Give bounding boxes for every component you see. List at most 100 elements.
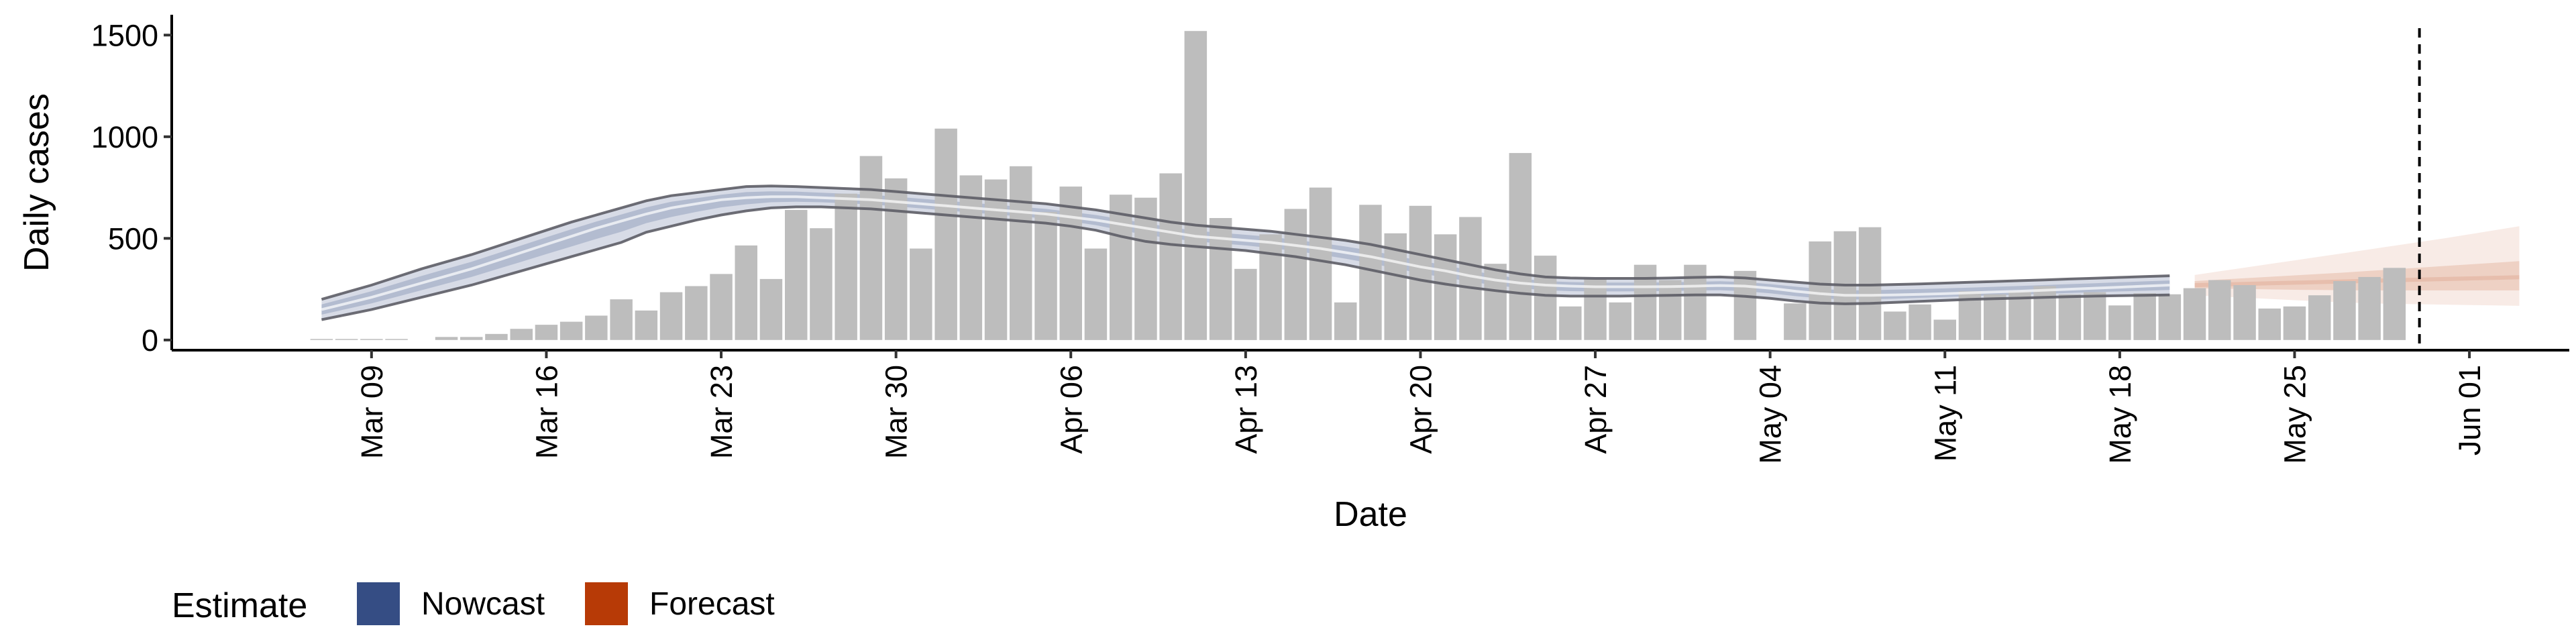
bar bbox=[360, 339, 383, 340]
x-tick-label: Mar 23 bbox=[704, 365, 739, 459]
forecast-bands bbox=[2194, 226, 2520, 306]
bar bbox=[435, 337, 458, 340]
bar bbox=[1534, 256, 1557, 340]
bar bbox=[1434, 234, 1457, 340]
nowcast-lower-line bbox=[321, 205, 2170, 321]
bar bbox=[1334, 302, 1357, 340]
x-tick-label: Mar 09 bbox=[355, 365, 389, 459]
bar bbox=[385, 339, 408, 340]
bar bbox=[1034, 211, 1057, 340]
x-tick-label: May 04 bbox=[1754, 365, 1788, 464]
bar bbox=[2258, 308, 2281, 340]
legend-title: Estimate bbox=[172, 586, 307, 625]
bar bbox=[1509, 153, 1532, 340]
bar bbox=[1884, 311, 1907, 340]
bar bbox=[1284, 209, 1307, 340]
x-tick-label: Apr 06 bbox=[1054, 365, 1088, 454]
x-tick-label: Apr 27 bbox=[1578, 365, 1613, 454]
bar bbox=[585, 315, 608, 340]
legend-label-nowcast: Nowcast bbox=[421, 586, 545, 622]
bar bbox=[1484, 264, 1507, 340]
x-tick-label: Mar 30 bbox=[879, 365, 914, 459]
bar bbox=[1259, 234, 1282, 340]
legend: Estimate Nowcast Forecast bbox=[172, 582, 775, 625]
bar bbox=[1984, 294, 2006, 340]
nowcast-median-line bbox=[321, 195, 2170, 311]
x-axis-title: Date bbox=[1334, 495, 1407, 534]
bar bbox=[785, 209, 808, 340]
bar bbox=[1010, 166, 1032, 340]
bar bbox=[2083, 292, 2106, 340]
bar bbox=[510, 329, 533, 340]
bar bbox=[735, 245, 757, 340]
bar bbox=[335, 339, 358, 340]
bar bbox=[2183, 288, 2206, 340]
x-tick-label: Apr 20 bbox=[1403, 365, 1438, 454]
bar bbox=[1409, 205, 1432, 340]
y-axis-title: Daily cases bbox=[17, 93, 56, 272]
x-tick-label: May 11 bbox=[1928, 365, 1962, 462]
bar bbox=[710, 274, 733, 340]
bar bbox=[984, 179, 1008, 340]
legend-label-forecast: Forecast bbox=[649, 586, 775, 622]
bar bbox=[2033, 286, 2056, 340]
bar bbox=[1059, 186, 1082, 340]
bar bbox=[1609, 302, 1631, 340]
forecast-band-median bbox=[2194, 275, 2520, 288]
bar bbox=[1633, 264, 1657, 340]
bar bbox=[2058, 294, 2082, 340]
bar bbox=[460, 337, 483, 340]
bar bbox=[1659, 280, 1682, 340]
bar bbox=[810, 228, 833, 340]
bar bbox=[1084, 248, 1108, 340]
bar bbox=[2383, 268, 2406, 340]
bar bbox=[2333, 281, 2356, 340]
bar bbox=[2133, 293, 2156, 340]
bar bbox=[559, 321, 583, 340]
bar bbox=[1933, 319, 1956, 340]
bar bbox=[2233, 285, 2256, 340]
x-tick-label: May 25 bbox=[2277, 365, 2312, 464]
bar bbox=[1809, 241, 1831, 340]
x-tick-label: Jun 01 bbox=[2453, 365, 2487, 455]
bar bbox=[2158, 294, 2182, 340]
y-tick-label: 0 bbox=[142, 323, 158, 358]
y-axis-ticks: 0 500 1000 1500 bbox=[91, 18, 172, 358]
bar bbox=[2108, 305, 2131, 340]
bar bbox=[759, 278, 783, 340]
bar bbox=[1584, 278, 1607, 340]
bar bbox=[310, 339, 333, 340]
bar bbox=[1559, 306, 1582, 340]
bar bbox=[959, 175, 983, 340]
y-tick-label: 500 bbox=[108, 221, 158, 256]
y-tick-label: 1000 bbox=[91, 120, 158, 154]
axes bbox=[170, 15, 2569, 352]
nowcast-bound-lines bbox=[321, 184, 2170, 321]
bar bbox=[2308, 295, 2331, 340]
forecast-band-50 bbox=[2194, 261, 2520, 290]
bar bbox=[1909, 304, 1931, 340]
legend-key-forecast bbox=[585, 582, 628, 625]
bar bbox=[1234, 268, 1257, 340]
bar bbox=[535, 325, 558, 340]
bar bbox=[1159, 173, 1182, 340]
bar bbox=[2358, 276, 2381, 340]
bar bbox=[859, 156, 883, 340]
nowcast-band-50 bbox=[321, 191, 2170, 315]
y-tick-label: 1500 bbox=[91, 18, 158, 52]
bar bbox=[1184, 31, 1208, 340]
bar bbox=[934, 128, 957, 340]
bar bbox=[659, 292, 683, 340]
bar bbox=[910, 248, 932, 340]
bar bbox=[2283, 306, 2306, 340]
bar bbox=[835, 193, 857, 340]
bar-series bbox=[310, 31, 2406, 340]
bar bbox=[1134, 197, 1157, 340]
x-tick-label: Mar 16 bbox=[529, 365, 564, 459]
bar bbox=[884, 178, 908, 340]
bar bbox=[1733, 270, 1757, 340]
bar bbox=[610, 299, 633, 340]
x-axis-ticks: Mar 09 Mar 16 Mar 23 Mar 30 Apr 06 Apr 13 Apr … bbox=[355, 350, 2487, 464]
bar bbox=[1309, 187, 1332, 340]
